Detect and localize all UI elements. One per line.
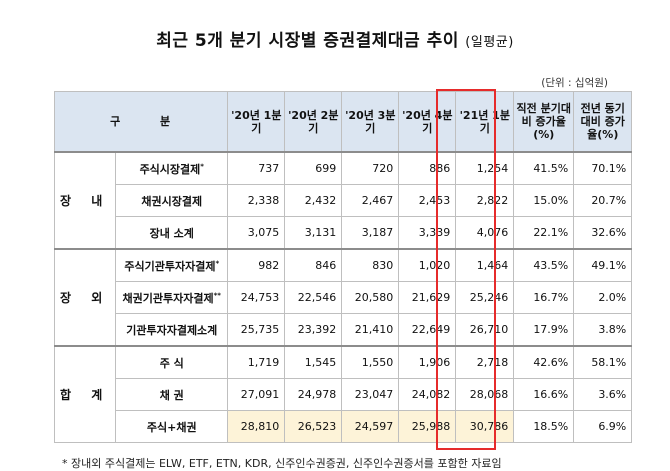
- table-cell: 23,047: [341, 378, 400, 411]
- table-cell: 1,020: [398, 248, 457, 282]
- table-cell: 26,523: [284, 410, 343, 443]
- table-cell: 21,410: [341, 313, 400, 347]
- table-cell: 886: [398, 151, 457, 185]
- row-label: 채권시장결제: [115, 184, 229, 217]
- settlement-table: 구 분 '20년 1분기 '20년 2분기 '20년 3분기 '20년 4분기 …: [53, 91, 633, 443]
- table-row: 채 권 27,091 24,978 23,047 24,082 28,068 1…: [55, 378, 633, 411]
- row-label: 주식시장결제*: [115, 151, 229, 185]
- table-cell: 737: [227, 151, 286, 185]
- table-cell: 27,091: [227, 378, 286, 411]
- table-cell: 22,649: [398, 313, 457, 347]
- table-cell: 16.6%: [513, 378, 575, 411]
- table-cell: 6.9%: [573, 410, 633, 443]
- table-cell: 25,735: [227, 313, 286, 347]
- table-cell: 25,988: [398, 410, 457, 443]
- table-cell: 26,710: [455, 313, 515, 347]
- table-row: 채권기관투자자결제** 24,753 22,546 20,580 21,629 …: [55, 281, 633, 314]
- title-main: 최근 5개 분기 시장별 증권결제대금 추이: [156, 31, 459, 51]
- table-cell: 2,718: [455, 345, 515, 379]
- table-cell: 1,254: [455, 151, 515, 185]
- table-cell: 58.1%: [573, 345, 633, 379]
- table-cell: 2,467: [341, 184, 400, 217]
- table-cell: 3.8%: [573, 313, 633, 347]
- table-cell: 17.9%: [513, 313, 575, 347]
- row-label: 주식+채권: [115, 410, 229, 443]
- table-row: 장 외 주식기관투자자결제* 982 846 830 1,020 1,464 4…: [53, 248, 633, 347]
- table-cell: 1,550: [341, 345, 400, 379]
- row-label: 장내 소계: [115, 216, 229, 250]
- table-cell: 24,082: [398, 378, 457, 411]
- table-cell: 30,786: [455, 410, 515, 443]
- row-label: 채 권: [115, 378, 229, 411]
- table-cell: 24,753: [227, 281, 286, 314]
- table-cell: 1,719: [227, 345, 286, 379]
- table-cell: 21,629: [398, 281, 457, 314]
- header-q4: '20년 4분기: [398, 91, 457, 153]
- table-cell: 18.5%: [513, 410, 575, 443]
- table-cell: 49.1%: [573, 248, 633, 282]
- header-row: 구 분 '20년 1분기 '20년 2분기 '20년 3분기 '20년 4분기 …: [53, 91, 633, 153]
- table-cell: 3,131: [284, 216, 343, 250]
- table-cell: 1,464: [455, 248, 515, 282]
- table-cell: 2,432: [284, 184, 343, 217]
- table-cell: 70.1%: [573, 151, 633, 185]
- table-cell: 22,546: [284, 281, 343, 314]
- group-jangoe: 장 외: [53, 248, 117, 347]
- title-sub: (일평균): [465, 35, 514, 50]
- table-cell: 24,978: [284, 378, 343, 411]
- unit-note: (단위 : 십억원): [541, 77, 608, 89]
- table-cell: 3,187: [341, 216, 400, 250]
- table-cell: 22.1%: [513, 216, 575, 250]
- table-row: 채권시장결제 2,338 2,432 2,467 2,453 2,822 15.…: [55, 184, 633, 217]
- table-cell: 43.5%: [513, 248, 575, 282]
- header-q1: '20년 1분기: [227, 91, 286, 153]
- table-cell: 23,392: [284, 313, 343, 347]
- document-title: 최근 5개 분기 시장별 증권결제대금 추이 (일평균): [0, 26, 670, 51]
- table-cell: 20.7%: [573, 184, 633, 217]
- table-cell: 2,338: [227, 184, 286, 217]
- table-cell: 2,822: [455, 184, 515, 217]
- table-row: 장내 소계 3,075 3,131 3,187 3,339 4,076 22.1…: [55, 216, 633, 250]
- table-row: 장 내 주식시장결제* 737 699 720 886 1,254 41.5% …: [53, 151, 633, 250]
- table-cell: 32.6%: [573, 216, 633, 250]
- table-cell: 4,076: [455, 216, 515, 250]
- table-cell: 28,810: [227, 410, 286, 443]
- table-cell: 720: [341, 151, 400, 185]
- table-cell: 3.6%: [573, 378, 633, 411]
- table-cell: 846: [284, 248, 343, 282]
- table-cell: 2,453: [398, 184, 457, 217]
- table-cell: 41.5%: [513, 151, 575, 185]
- header-q2: '20년 2분기: [284, 91, 343, 153]
- header-gubun: 구 분: [53, 91, 229, 153]
- row-label: 주식기관투자자결제*: [115, 248, 229, 282]
- table-row: 기관투자자결제소계 25,735 23,392 21,410 22,649 26…: [55, 313, 633, 347]
- group-jangnae: 장 내: [53, 151, 117, 250]
- group-total: 합 계: [53, 345, 117, 443]
- row-label: 주 식: [115, 345, 229, 379]
- table-cell: 1,906: [398, 345, 457, 379]
- table-cell: 699: [284, 151, 343, 185]
- table-cell: 2.0%: [573, 281, 633, 314]
- header-qoq: 직전 분기대비 증가율(%): [513, 91, 575, 153]
- table-cell: 16.7%: [513, 281, 575, 314]
- table-cell: 42.6%: [513, 345, 575, 379]
- table-cell: 3,075: [227, 216, 286, 250]
- header-q3: '20년 3분기: [341, 91, 400, 153]
- table-cell: 3,339: [398, 216, 457, 250]
- footnote: * 장내외 주식결제는 ELW, ETF, ETN, KDR, 신주인수권증권,…: [62, 457, 502, 470]
- table-cell: 982: [227, 248, 286, 282]
- header-q5: '21년 1분기: [455, 91, 515, 153]
- table-cell: 24,597: [341, 410, 400, 443]
- table-row: 합 계 주 식 1,719 1,545 1,550 1,906 2,718 42…: [53, 345, 633, 443]
- table-cell: 15.0%: [513, 184, 575, 217]
- row-label: 기관투자자결제소계: [115, 313, 229, 347]
- table-cell: 28,068: [455, 378, 515, 411]
- table-cell: 1,545: [284, 345, 343, 379]
- table-cell: 25,246: [455, 281, 515, 314]
- row-label: 채권기관투자자결제**: [115, 281, 229, 314]
- table-row: 주식+채권 28,810 26,523 24,597 25,988 30,786…: [55, 410, 633, 443]
- table-cell: 830: [341, 248, 400, 282]
- table-cell: 20,580: [341, 281, 400, 314]
- header-yoy: 전년 동기대비 증가율(%): [573, 91, 633, 153]
